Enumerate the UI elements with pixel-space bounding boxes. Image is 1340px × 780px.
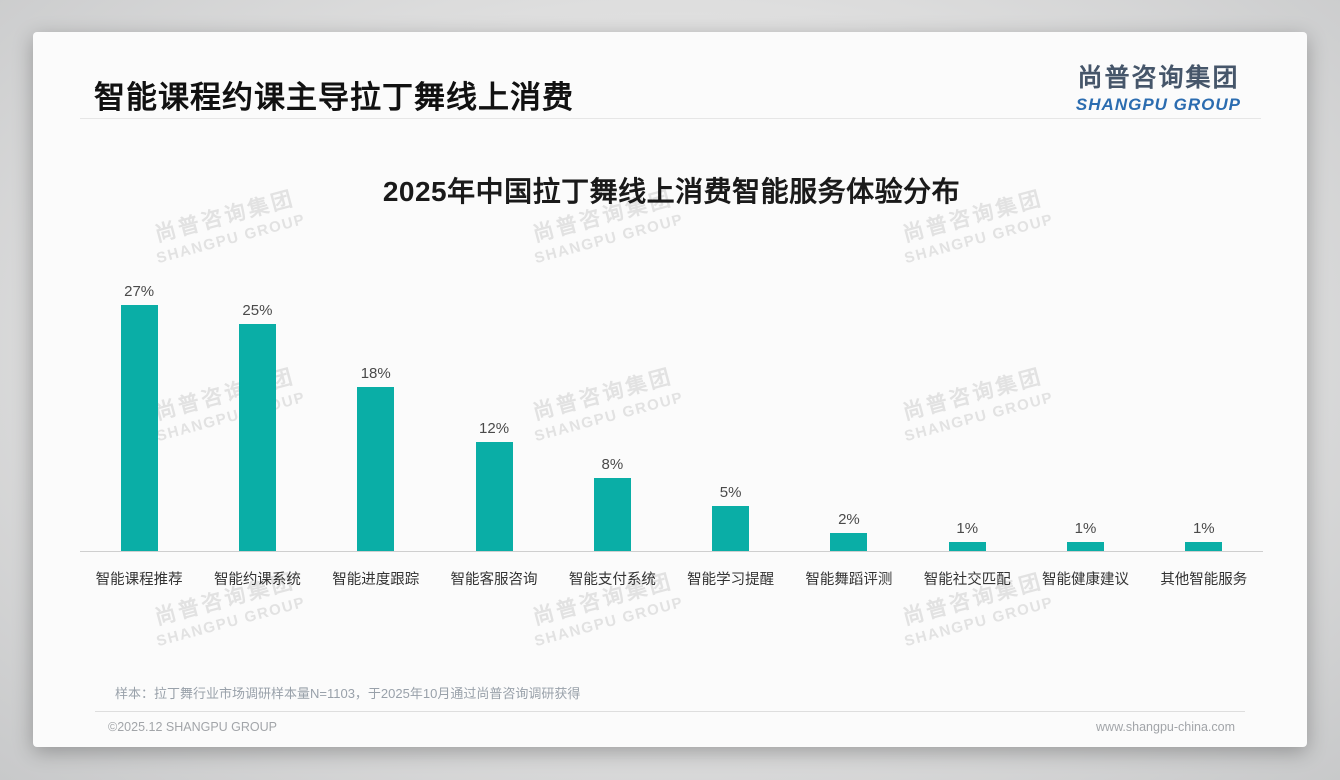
bar-value-label: 5% xyxy=(719,483,742,501)
website-text: www.shangpu-china.com xyxy=(1096,720,1235,734)
footer-divider xyxy=(95,711,1245,712)
bar-value-label: 12% xyxy=(479,419,510,437)
watermark-english-text: SHANGPU GROUP xyxy=(902,593,1056,651)
bar-group: 12% xyxy=(435,278,553,551)
watermark-english-text: SHANGPU GROUP xyxy=(532,593,686,651)
bar-group: 1% xyxy=(1145,278,1263,551)
bar xyxy=(1185,541,1223,551)
x-axis-label: 智能客服咨询 xyxy=(450,572,538,588)
header-divider xyxy=(80,118,1261,119)
x-axis-label: 智能健康建议 xyxy=(1042,572,1130,588)
bar xyxy=(712,505,750,551)
x-axis-label: 智能支付系统 xyxy=(568,572,656,588)
bar-value-label: 18% xyxy=(360,365,391,383)
x-axis-label: 智能进度跟踪 xyxy=(332,572,420,588)
bar-group: 25% xyxy=(198,278,316,551)
bar-group: 1% xyxy=(1026,278,1144,551)
chart-title: 2025年中国拉丁舞线上消费智能服务体验分布 xyxy=(382,176,961,207)
bar xyxy=(475,441,513,551)
bar-value-label: 1% xyxy=(1074,519,1097,537)
logo-english-text: SHANGPU GROUP xyxy=(1075,95,1241,114)
sample-note: 样本：拉丁舞行业市场调研样本量N=1103，于2025年10月通过尚普咨询调研获… xyxy=(115,686,581,701)
x-axis-label: 其他智能服务 xyxy=(1160,572,1248,588)
bar-value-label: 25% xyxy=(242,301,273,319)
watermark-english-text: SHANGPU GROUP xyxy=(532,210,686,268)
bar xyxy=(1067,541,1105,551)
bar-value-label: 2% xyxy=(838,510,860,528)
x-axis-labels: 智能课程推荐 智能约课系统 智能进度跟踪 智能客服咨询 智能支付系统 智能学习提醒 智能舞蹈… xyxy=(80,568,1263,589)
bar xyxy=(593,478,631,551)
x-axis-label: 智能学习提醒 xyxy=(687,572,775,588)
bar xyxy=(238,323,276,551)
bar-group: 1% xyxy=(908,278,1026,551)
bar-value-label: 1% xyxy=(1192,519,1215,537)
x-axis-label: 智能课程推荐 xyxy=(95,572,183,588)
bar-group: 5% xyxy=(671,278,789,551)
x-axis-label: 智能约课系统 xyxy=(213,572,301,588)
bar-group: 2% xyxy=(790,278,908,551)
bar-group: 18% xyxy=(317,278,435,551)
x-axis-label: 智能舞蹈评测 xyxy=(805,572,893,588)
company-logo: 尚普咨询集团 SHANGPU GROUP xyxy=(1076,58,1241,115)
bar xyxy=(830,532,868,551)
bar-value-label: 27% xyxy=(124,283,155,301)
slide-card: 尚普咨询集团 SHANGPU GROUP 尚普咨询集团 SHANGPU GROUP 尚普… xyxy=(33,32,1307,747)
page-title: 智能课程约课主导拉丁舞线上消费 xyxy=(94,80,574,115)
x-axis-line xyxy=(80,551,1263,552)
footer-bar: ©2025.12 SHANGPU GROUP www.shangpu-china… xyxy=(108,720,1235,734)
watermark-english-text: SHANGPU GROUP xyxy=(154,593,308,651)
bar xyxy=(357,387,395,551)
bar-group: 8% xyxy=(553,278,671,551)
bar-value-label: 1% xyxy=(956,519,979,537)
x-axis-label: 智能社交匹配 xyxy=(923,572,1011,588)
logo-chinese-text: 尚普咨询集团 xyxy=(1077,64,1240,92)
watermark-english-text: SHANGPU GROUP xyxy=(902,210,1056,268)
bar xyxy=(120,305,158,551)
bar-group: 27% xyxy=(80,278,198,551)
chart-plot-area: 27% 25% 18% 12% 8% 5% 2% 1% 1% 1% xyxy=(80,278,1263,551)
bar-value-label: 8% xyxy=(601,456,624,474)
copyright-text: ©2025.12 SHANGPU GROUP xyxy=(108,720,277,734)
watermark-english-text: SHANGPU GROUP xyxy=(154,210,308,268)
bar xyxy=(948,541,986,551)
